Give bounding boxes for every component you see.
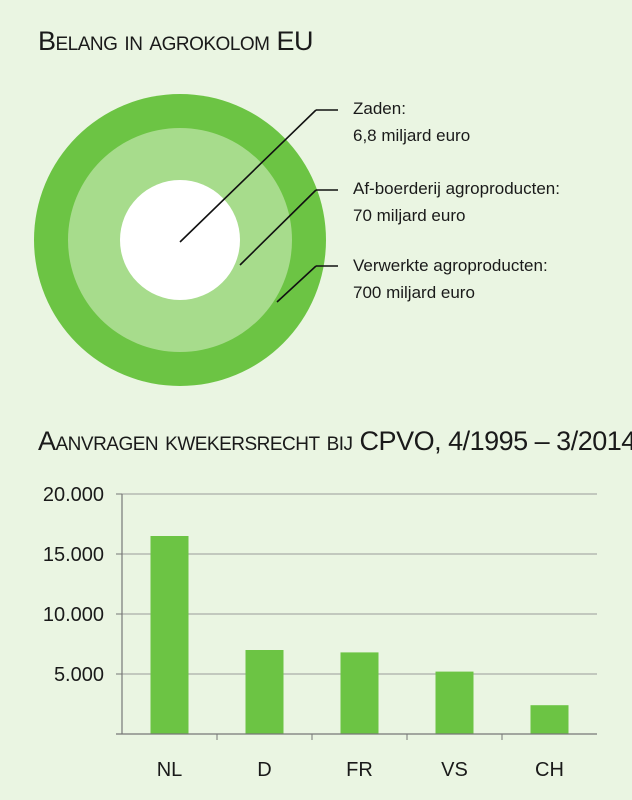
y-tick-label: 15.000: [43, 544, 104, 566]
bar-d: [245, 650, 284, 734]
y-tick-labels: 5.000 10.000 15.000 20.000: [43, 484, 104, 686]
ring-label-2: Verwerkte agroproducten:: [353, 256, 548, 275]
gridlines: [122, 493, 597, 675]
bar-chart-title: Aanvragen kwekersrecht bij CPVO, 4/1995 …: [38, 426, 632, 456]
x-tick-label: VS: [441, 759, 468, 781]
ring-label-1: Af-boerderij agroproducten:: [353, 179, 560, 198]
ring-value-0: 6,8 miljard euro: [353, 126, 470, 145]
leader-line-2: [276, 265, 317, 303]
bar-nl: [150, 536, 189, 734]
x-tick-label: FR: [346, 759, 373, 781]
y-tick-label: 20.000: [43, 484, 104, 506]
ring-value-2: 700 miljard euro: [353, 283, 475, 302]
ring-label-0: Zaden:: [353, 99, 406, 118]
ring-labels: Zaden: 6,8 miljard euro Af-boerderij agrop…: [353, 99, 560, 302]
axes: [116, 493, 597, 740]
x-tick-labels: NL D FR VS CH: [157, 759, 564, 781]
ring-value-1: 70 miljard euro: [353, 206, 465, 225]
x-tick-label: CH: [535, 759, 564, 781]
leader-line-0: [179, 109, 317, 243]
y-tick-label: 5.000: [54, 664, 104, 686]
leader-line-1: [239, 189, 317, 266]
bars: [150, 536, 569, 734]
x-tick-label: D: [257, 759, 271, 781]
leader-lines: [179, 109, 338, 303]
bar-fr: [340, 652, 379, 734]
diagram-title: Belang in agrokolom EU: [38, 26, 314, 56]
bar-ch: [530, 705, 569, 734]
ring-0: [120, 180, 240, 300]
ring-group: [34, 94, 326, 386]
y-tick-label: 10.000: [43, 604, 104, 626]
bar-vs: [435, 671, 474, 734]
x-tick-label: NL: [157, 759, 183, 781]
ring-diagram: Zaden: 6,8 miljard euro Af-boerderij agrop…: [34, 94, 560, 386]
